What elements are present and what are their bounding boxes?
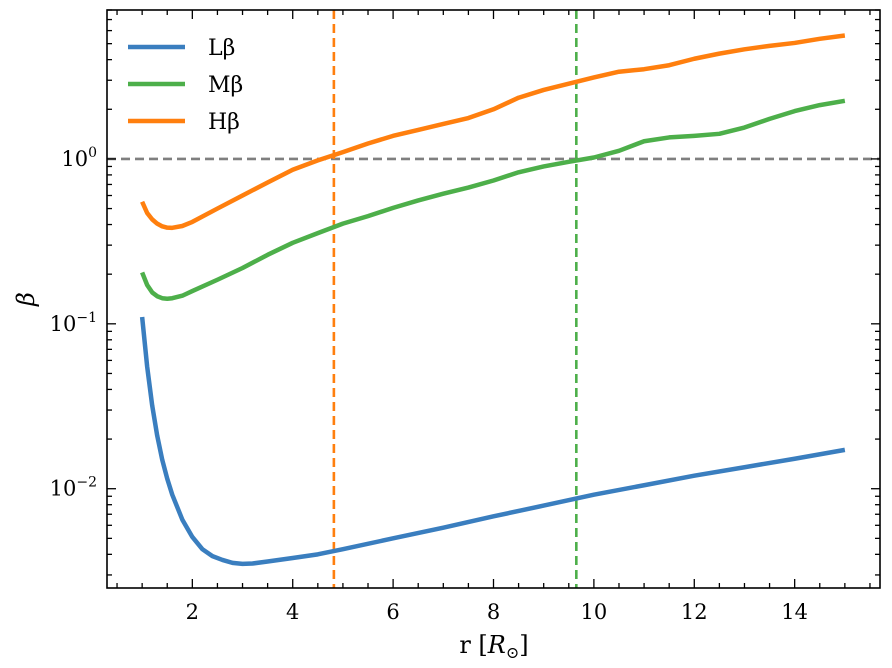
legend-label-2: Hβ — [208, 110, 240, 135]
x-tick-label: 14 — [781, 600, 808, 624]
series-layer — [139, 33, 846, 567]
y-tick-label: 10−1 — [50, 310, 97, 336]
series-line-1 — [140, 98, 846, 301]
reference-lines — [107, 10, 880, 588]
y-tick-label: 100 — [61, 145, 97, 171]
legend-label-0: Lβ — [208, 36, 235, 61]
y-tick-label: 10−2 — [50, 475, 97, 501]
x-tick-label: 2 — [186, 600, 199, 624]
series-line-0 — [139, 316, 846, 567]
legend-label-1: Mβ — [208, 73, 243, 98]
series-line-2 — [140, 33, 846, 231]
y-axis-label: β — [12, 292, 40, 307]
x-tick-label: 12 — [681, 600, 708, 624]
x-tick-label: 10 — [581, 600, 608, 624]
x-tick-label: 4 — [286, 600, 299, 624]
x-tick-label: 6 — [386, 600, 399, 624]
axis-ticks — [107, 9, 880, 588]
x-tick-label: 8 — [487, 600, 500, 624]
tick-labels: 2 4 6 8 10 12 14 100 10−1 10−2 — [50, 145, 808, 624]
x-axis-label: r [R⊙] — [459, 631, 528, 662]
legend: Lβ Mβ Hβ — [128, 36, 243, 135]
